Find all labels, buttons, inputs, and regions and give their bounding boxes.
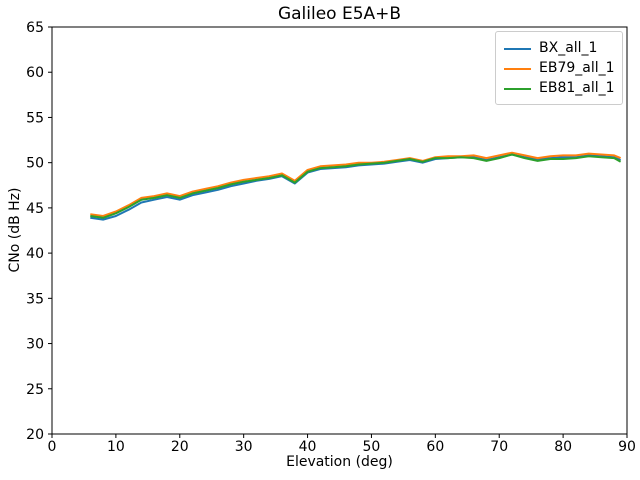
y-tick-label: 30 xyxy=(26,337,44,353)
legend-item: EB81_all_1 xyxy=(504,79,615,98)
legend: BX_all_1 EB79_all_1 EB81_all_1 xyxy=(495,31,623,105)
x-tick-label: 40 xyxy=(299,439,317,455)
chart-title: Galileo E5A+B xyxy=(277,4,402,24)
x-axis-label: Elevation (deg) xyxy=(286,454,393,470)
legend-item: EB79_all_1 xyxy=(504,59,615,78)
y-tick-label: 65 xyxy=(26,20,44,36)
y-tick-label: 25 xyxy=(26,382,44,398)
legend-label: BX_all_1 xyxy=(539,40,598,56)
legend-label: EB79_all_1 xyxy=(539,60,615,76)
x-tick-label: 80 xyxy=(554,439,572,455)
legend-label: EB81_all_1 xyxy=(539,80,615,96)
y-axis-label: CNo (dB Hz) xyxy=(7,187,23,273)
legend-line-swatch xyxy=(504,47,531,50)
y-tick-label: 35 xyxy=(26,291,44,307)
axes-frame xyxy=(51,26,628,435)
y-tick-label: 50 xyxy=(26,156,44,172)
legend-line-swatch xyxy=(504,67,531,70)
y-tick-label: 45 xyxy=(26,201,44,217)
x-tick-label: 0 xyxy=(48,439,57,455)
x-tick-label: 70 xyxy=(490,439,508,455)
legend-item: BX_all_1 xyxy=(504,39,614,58)
x-tick-label: 20 xyxy=(171,439,189,455)
legend-line-swatch xyxy=(504,87,531,90)
y-tick-label: 55 xyxy=(26,110,44,126)
x-tick-label: 90 xyxy=(618,439,636,455)
x-tick-label: 10 xyxy=(107,439,125,455)
series-line xyxy=(90,151,621,217)
y-tick-label: 60 xyxy=(26,65,44,81)
series-line xyxy=(90,153,622,219)
y-tick-label: 20 xyxy=(26,427,44,443)
x-tick-label: 30 xyxy=(235,439,253,455)
y-tick-label: 40 xyxy=(26,246,44,262)
x-tick-label: 50 xyxy=(363,439,381,455)
x-tick-label: 60 xyxy=(426,439,444,455)
